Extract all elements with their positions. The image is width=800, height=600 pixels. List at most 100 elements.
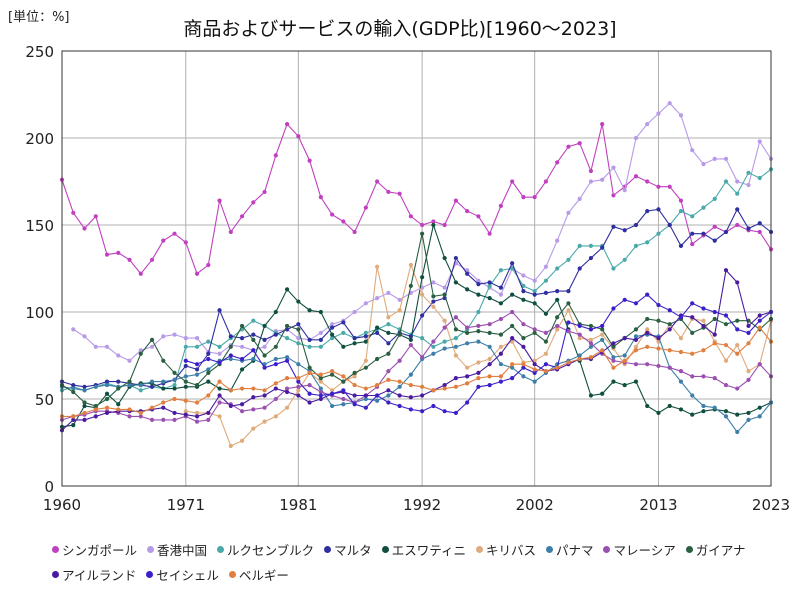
data-point xyxy=(678,407,684,412)
data-point xyxy=(555,365,560,370)
data-point xyxy=(645,316,650,322)
data-point xyxy=(690,330,695,335)
data-point xyxy=(735,386,740,391)
data-point xyxy=(217,308,222,313)
data-point xyxy=(397,358,402,363)
data-point xyxy=(476,323,481,329)
data-point xyxy=(667,322,672,327)
data-point xyxy=(194,362,200,367)
data-point xyxy=(532,301,537,306)
data-point xyxy=(690,315,695,320)
data-point xyxy=(510,179,515,184)
data-point xyxy=(735,342,740,348)
data-point xyxy=(386,400,391,405)
data-point xyxy=(82,410,87,416)
data-point xyxy=(521,289,526,294)
data-point xyxy=(251,426,256,431)
series-line xyxy=(185,263,772,447)
data-point xyxy=(273,386,278,391)
data-point xyxy=(521,362,526,367)
data-point xyxy=(476,292,481,297)
data-point xyxy=(217,351,222,356)
data-point xyxy=(71,417,76,422)
data-point xyxy=(667,222,672,228)
data-point xyxy=(138,388,143,393)
data-point xyxy=(239,386,245,391)
data-point xyxy=(386,388,391,393)
data-point xyxy=(329,325,335,330)
data-point xyxy=(284,405,290,410)
legend-label: アイルランド xyxy=(62,568,137,583)
data-point xyxy=(498,332,504,337)
data-point xyxy=(465,325,470,330)
data-point xyxy=(532,362,537,367)
data-point xyxy=(116,379,121,384)
data-point xyxy=(678,336,684,341)
data-point xyxy=(611,358,616,363)
data-point xyxy=(183,344,188,349)
data-point xyxy=(712,224,717,229)
x-tick-label: 1981 xyxy=(279,496,317,514)
data-point xyxy=(667,308,672,313)
data-point xyxy=(375,382,380,388)
data-point xyxy=(735,429,740,435)
data-point xyxy=(206,351,211,356)
data-point xyxy=(735,207,740,212)
data-point xyxy=(352,341,357,346)
data-point xyxy=(453,280,458,285)
data-point xyxy=(296,379,301,384)
data-point xyxy=(363,301,368,306)
data-point xyxy=(701,348,706,353)
series-6 xyxy=(59,332,774,435)
data-point xyxy=(420,285,425,290)
data-point xyxy=(161,400,166,405)
legend-item: 香港中国 xyxy=(147,540,207,559)
data-point xyxy=(532,330,537,335)
data-point xyxy=(735,222,740,228)
data-point xyxy=(588,327,594,332)
data-point xyxy=(510,261,515,266)
data-point xyxy=(532,289,537,294)
data-point xyxy=(228,344,233,349)
data-point xyxy=(172,377,177,382)
data-point xyxy=(645,330,650,335)
data-point xyxy=(611,341,616,346)
data-point xyxy=(375,179,380,184)
legend-marker xyxy=(545,546,553,553)
data-point xyxy=(431,304,436,309)
data-point xyxy=(251,386,256,391)
data-point xyxy=(284,358,290,363)
data-point xyxy=(71,210,76,215)
data-point xyxy=(296,376,301,381)
data-point xyxy=(408,214,413,219)
data-point xyxy=(397,297,402,302)
data-point xyxy=(453,353,458,358)
data-point xyxy=(712,341,717,346)
data-point xyxy=(431,344,436,349)
data-point xyxy=(510,362,515,367)
data-point xyxy=(194,382,200,388)
data-point xyxy=(296,336,301,341)
data-point xyxy=(735,318,740,323)
data-point xyxy=(656,207,661,212)
data-point xyxy=(645,403,650,409)
data-point xyxy=(543,351,549,356)
data-point xyxy=(678,349,684,355)
data-point xyxy=(487,231,492,236)
series-11 xyxy=(59,325,774,419)
data-point xyxy=(329,372,335,377)
data-point xyxy=(555,289,560,294)
data-point xyxy=(262,419,267,424)
data-point xyxy=(543,290,549,295)
data-point xyxy=(206,417,211,422)
data-point xyxy=(352,374,357,379)
data-point xyxy=(206,356,211,362)
data-point xyxy=(341,379,346,384)
data-point xyxy=(93,403,98,409)
data-point xyxy=(746,323,751,329)
data-point xyxy=(183,374,188,379)
data-point xyxy=(363,396,368,402)
legend-marker xyxy=(228,571,236,578)
data-point xyxy=(521,273,526,278)
data-point xyxy=(487,362,492,367)
